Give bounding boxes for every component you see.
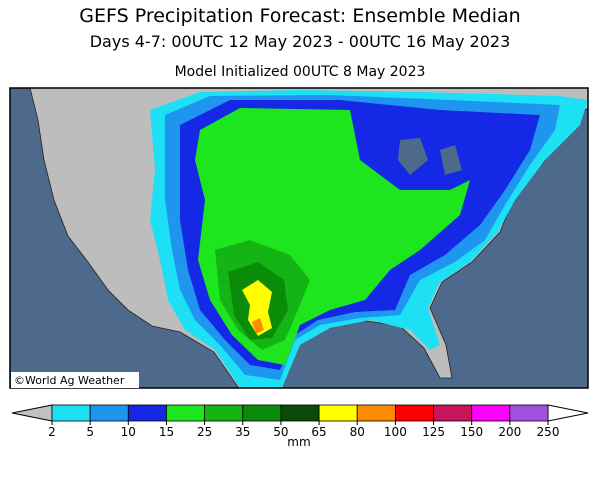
lakes <box>398 138 462 175</box>
color-swatch <box>356 404 396 422</box>
tick-label: 125 <box>422 425 445 439</box>
precip-orange <box>252 318 264 334</box>
color-swatch <box>51 404 91 422</box>
map: ©World Ag Weather <box>9 87 589 389</box>
tick-label: 35 <box>235 425 250 439</box>
credit: ©World Ag Weather <box>14 374 125 387</box>
color-swatch <box>318 404 358 422</box>
color-swatch <box>471 404 511 422</box>
unit: mm <box>287 435 310 449</box>
color-swatch <box>433 404 473 422</box>
tick-label: 65 <box>311 425 326 439</box>
credit-box <box>11 372 139 388</box>
precip-yellow <box>242 280 272 336</box>
tick-label: 50 <box>273 425 288 439</box>
tick-label: 80 <box>350 425 365 439</box>
color-swatch <box>89 404 129 422</box>
color-swatch <box>204 404 244 422</box>
color-swatch <box>242 404 282 422</box>
tick-label: 25 <box>197 425 212 439</box>
tick-label: 200 <box>498 425 521 439</box>
tick-label: 150 <box>460 425 483 439</box>
init-time: Model Initialized 00UTC 8 May 2023 <box>175 64 426 80</box>
tick-label: 250 <box>537 425 560 439</box>
under-triangle <box>11 404 53 422</box>
color-swatch <box>509 404 549 422</box>
colorbar: 2 5 10 15 25 35 50 65 80 100 125 150 200 250 <box>11 404 589 439</box>
color-swatch <box>166 404 206 422</box>
tick-label: 15 <box>159 425 174 439</box>
map-frame <box>9 87 589 389</box>
title: GEFS Precipitation Forecast: Ensemble Me… <box>79 5 520 27</box>
subtitle: Days 4-7: 00UTC 12 May 2023 - 00UTC 16 M… <box>90 32 511 51</box>
tick-label: 2 <box>48 425 56 439</box>
tick-label: 5 <box>86 425 94 439</box>
tick-label: 100 <box>384 425 407 439</box>
over-triangle <box>547 404 589 422</box>
color-swatch <box>394 404 434 422</box>
color-swatch <box>280 404 320 422</box>
color-swatch <box>127 404 167 422</box>
tick-label: 10 <box>121 425 136 439</box>
